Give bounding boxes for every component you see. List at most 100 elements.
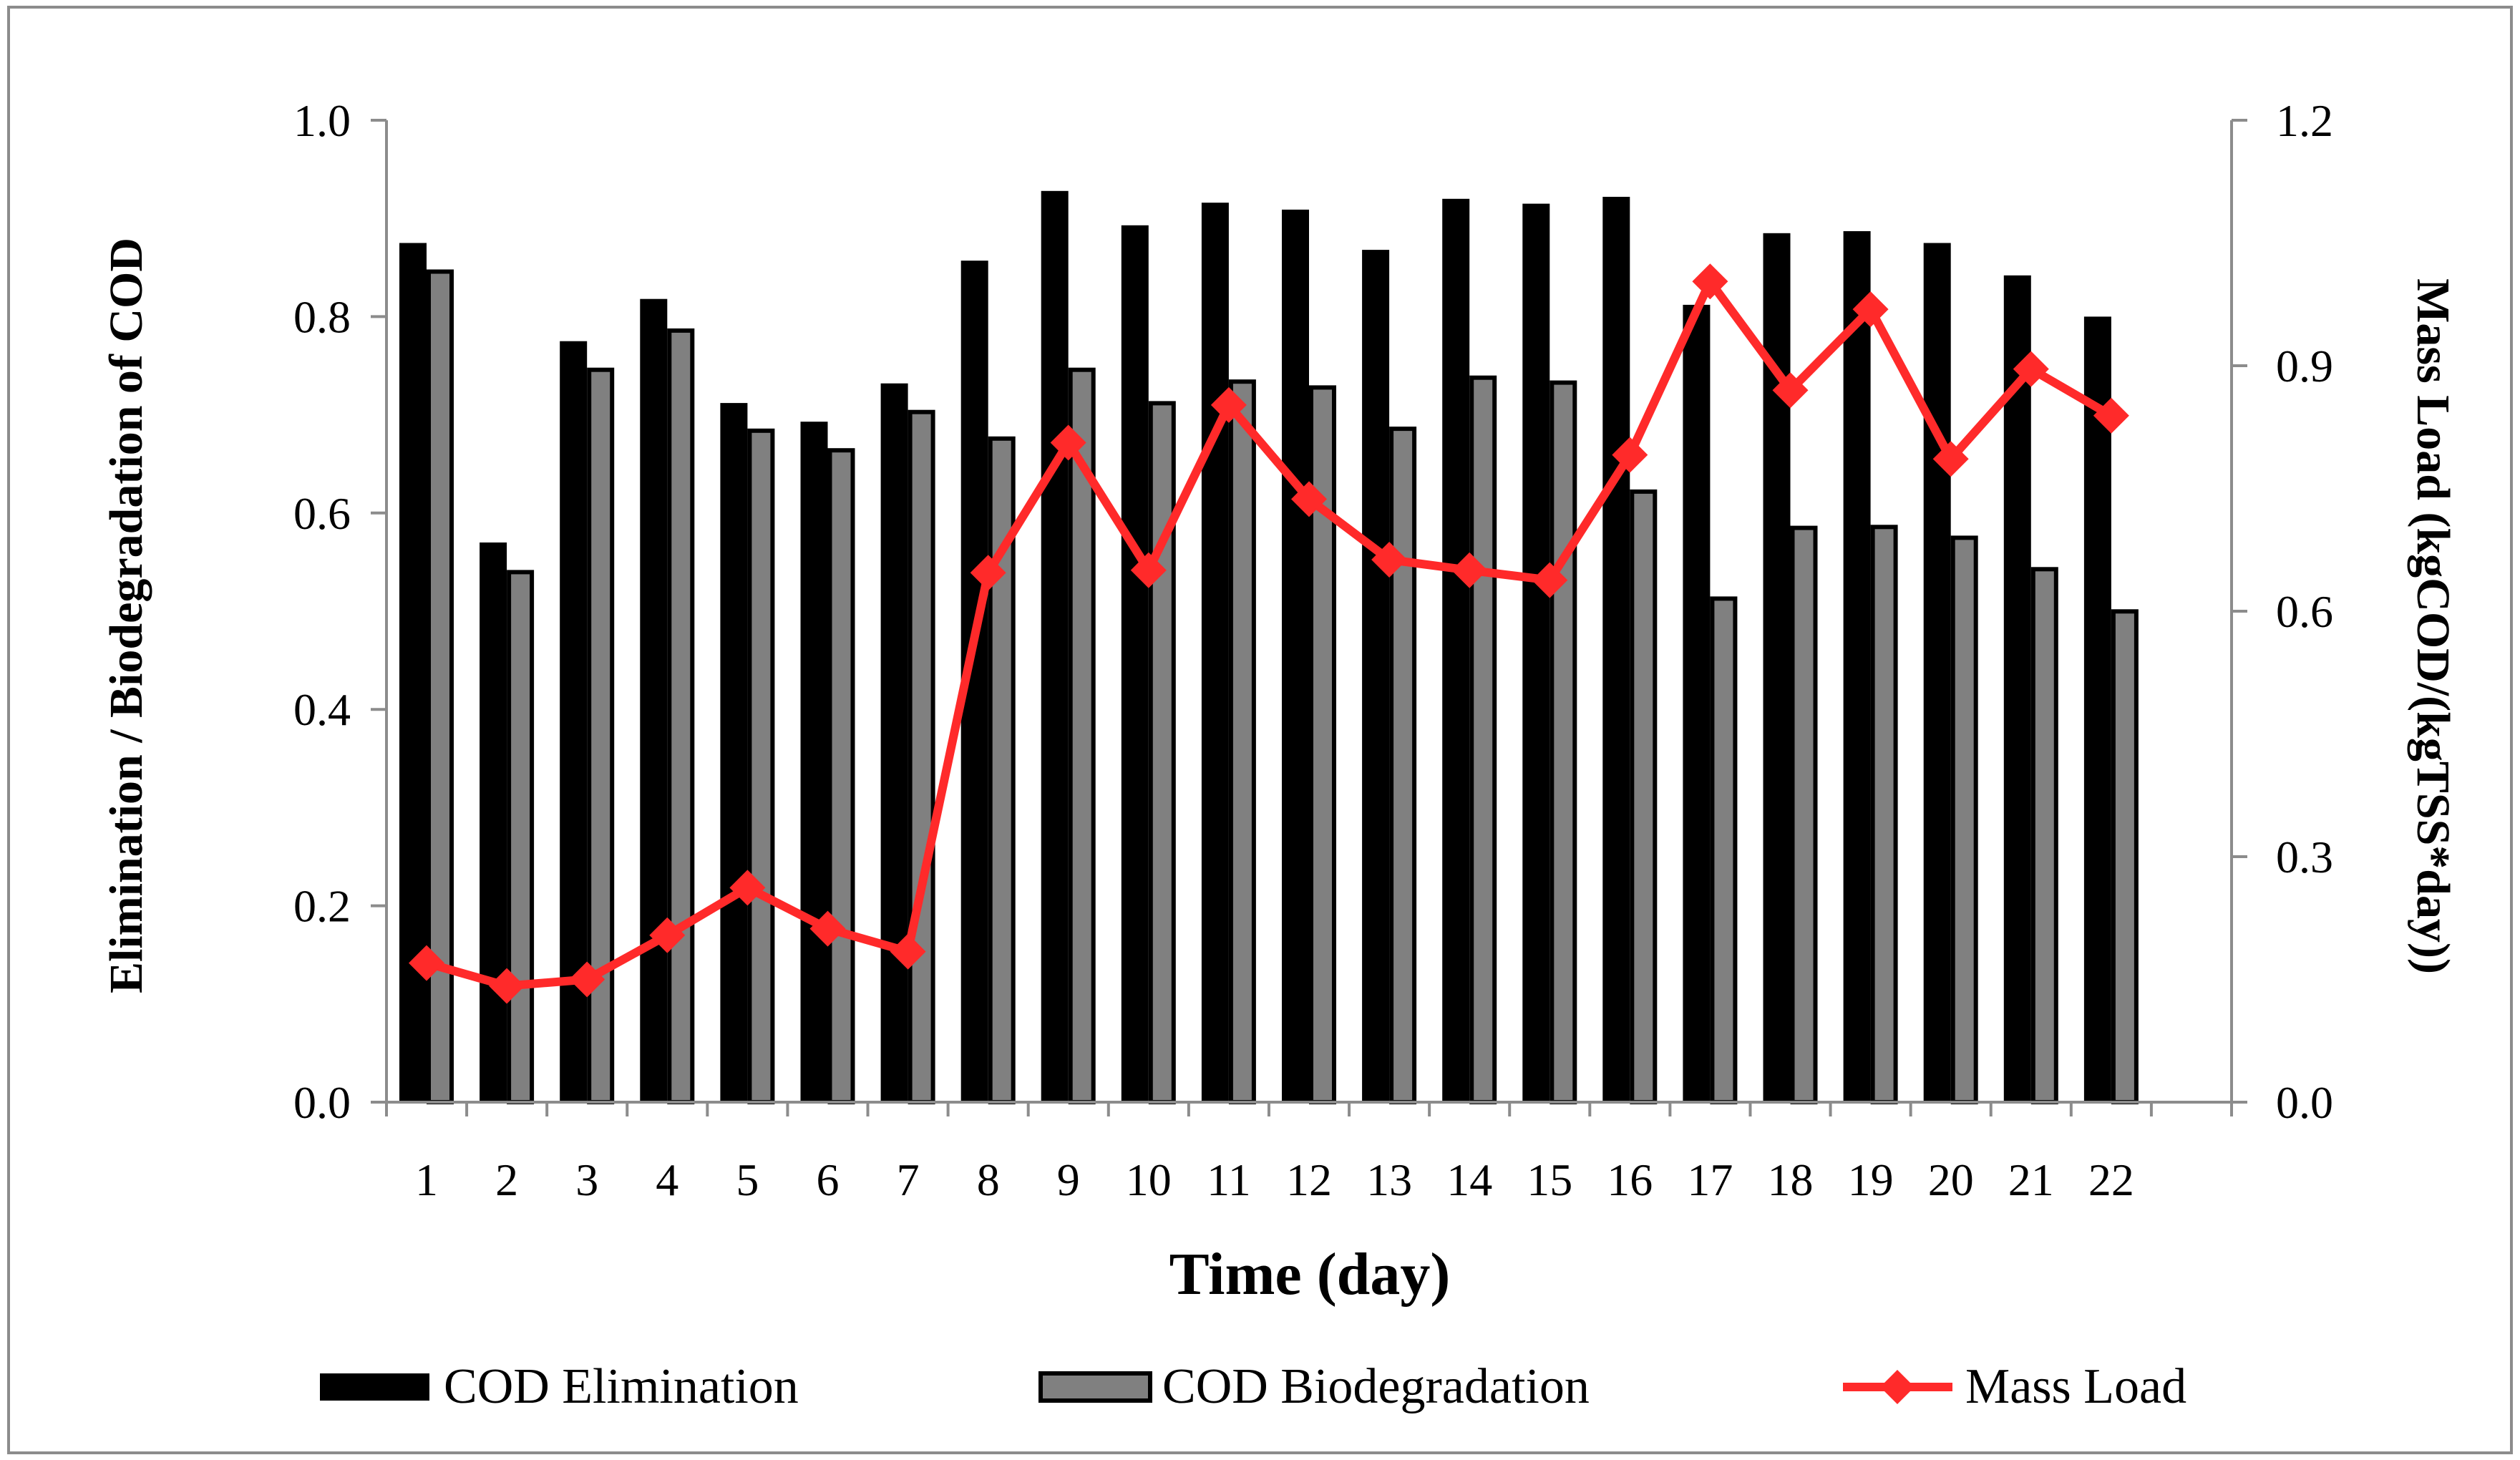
bar-cod-elimination-day-4	[640, 298, 668, 1103]
bar-cod-biodegradation-day-16	[1630, 489, 1658, 1104]
line-layer	[409, 263, 2129, 1004]
x-tick-label-day-11: 11	[1207, 1154, 1251, 1205]
y-tick-label: 0.8	[293, 291, 351, 342]
x-tick-label-day-20: 20	[1928, 1154, 1974, 1205]
x-tick-label-day-9: 9	[1057, 1154, 1080, 1205]
legend-swatch-cod-elimination	[320, 1373, 429, 1401]
y2-tick-label: 0.6	[2276, 586, 2333, 637]
marker-mass-load-day-11	[1210, 386, 1247, 423]
marker-mass-load-day-12	[1291, 481, 1327, 517]
legend: COD Elimination COD Biodegradation Mass …	[320, 1359, 2186, 1414]
bar-cod-elimination-day-22	[2083, 316, 2111, 1102]
y-tick-label: 1.0	[293, 95, 351, 146]
bar-cod-biodegradation-day-13	[1389, 427, 1417, 1104]
marker-mass-load-day-4	[649, 917, 686, 953]
legend-label-cod-elimination: COD Elimination	[444, 1359, 799, 1414]
bar-cod-elimination-day-5	[720, 403, 748, 1102]
bar-cod-elimination-day-17	[1683, 304, 1711, 1102]
x-tick-label-day-22: 22	[2088, 1154, 2134, 1205]
legend-marker-mass-load	[1880, 1370, 1915, 1404]
marker-mass-load-day-3	[569, 961, 605, 998]
marker-mass-load-day-21	[2013, 351, 2049, 387]
marker-mass-load-day-5	[729, 870, 766, 906]
y-tick-label: 0.2	[293, 881, 351, 932]
bar-cod-elimination-day-16	[1602, 197, 1630, 1102]
y2-tick-label: 1.2	[2276, 95, 2333, 146]
bar-cod-biodegradation-day-17	[1710, 596, 1738, 1104]
bar-cod-biodegradation-day-11	[1228, 379, 1256, 1104]
marker-mass-load-day-14	[1451, 552, 1488, 588]
bar-cod-elimination-day-2	[480, 542, 507, 1102]
bar-cod-elimination-day-15	[1522, 203, 1550, 1103]
x-tick-label-day-17: 17	[1687, 1154, 1733, 1205]
bar-cod-elimination-day-9	[1041, 190, 1069, 1102]
marker-mass-load-day-2	[489, 968, 525, 1004]
bar-cod-biodegradation-day-1	[427, 269, 454, 1104]
bar-cod-biodegradation-day-14	[1469, 375, 1497, 1104]
bar-cod-elimination-day-12	[1282, 209, 1309, 1102]
bar-cod-biodegradation-day-20	[1950, 535, 1978, 1104]
bar-cod-elimination-day-14	[1442, 198, 1470, 1102]
bar-cod-elimination-day-11	[1201, 203, 1229, 1103]
x-tick-label-day-21: 21	[2008, 1154, 2054, 1205]
bar-cod-elimination-day-19	[1843, 231, 1871, 1102]
y-tick-label: 0.4	[293, 684, 351, 735]
bar-cod-biodegradation-day-21	[2030, 567, 2058, 1104]
bar-cod-biodegradation-day-18	[1790, 525, 1818, 1104]
x-tick-label-day-13: 13	[1366, 1154, 1412, 1205]
marker-mass-load-day-20	[1932, 441, 1969, 477]
x-tick-label-day-1: 1	[415, 1154, 438, 1205]
bar-cod-biodegradation-day-22	[2111, 609, 2139, 1104]
marker-mass-load-day-22	[2093, 397, 2129, 434]
legend-label-mass-load: Mass Load	[1965, 1359, 2186, 1414]
x-tick-label-day-16: 16	[1607, 1154, 1653, 1205]
bar-cod-elimination-day-7	[880, 383, 908, 1102]
y2-axis-title: Mass Load (kgCOD/(kgTSS*day))	[2407, 278, 2459, 974]
x-tick-label-day-3: 3	[575, 1154, 598, 1205]
x-tick-label-day-7: 7	[897, 1154, 920, 1205]
bar-cod-biodegradation-day-2	[507, 570, 535, 1104]
y-tick-label: 0.6	[293, 488, 351, 539]
y2-tick-label: 0.9	[2276, 341, 2333, 391]
bar-cod-biodegradation-day-3	[587, 367, 615, 1104]
bar-cod-elimination-day-13	[1362, 250, 1390, 1103]
x-tick-label-day-2: 2	[495, 1154, 518, 1205]
y-tick-label: 0.0	[293, 1077, 351, 1128]
x-tick-label-day-4: 4	[656, 1154, 678, 1205]
legend-label-cod-biodegradation: COD Biodegradation	[1162, 1359, 1590, 1414]
marker-mass-load-day-18	[1772, 372, 1809, 409]
bar-cod-biodegradation-day-19	[1870, 525, 1898, 1104]
y2-tick-label: 0.3	[2276, 832, 2333, 882]
x-tick-label-day-12: 12	[1286, 1154, 1332, 1205]
bar-cod-biodegradation-day-4	[667, 328, 695, 1104]
marker-mass-load-day-7	[890, 933, 926, 970]
x-tick-label-day-8: 8	[977, 1154, 1000, 1205]
marker-mass-load-day-15	[1532, 562, 1568, 598]
bar-cod-biodegradation-day-10	[1148, 401, 1176, 1104]
marker-mass-load-day-9	[1050, 424, 1086, 461]
x-tick-label-day-19: 19	[1848, 1154, 1894, 1205]
marker-mass-load-day-6	[809, 910, 846, 947]
tick-labels: 0.00.20.40.60.81.00.00.30.60.91.21 2 3 4 5 6 7…	[293, 95, 2333, 1205]
x-tick-label-day-15: 15	[1527, 1154, 1572, 1205]
bar-cod-biodegradation-day-15	[1550, 380, 1577, 1104]
x-tick-label-day-5: 5	[736, 1154, 759, 1205]
bar-cod-elimination-day-6	[800, 422, 828, 1102]
bar-cod-biodegradation-day-6	[827, 448, 855, 1104]
x-tick-label-day-6: 6	[817, 1154, 840, 1205]
line-mass-load	[425, 277, 2113, 991]
marker-mass-load-day-13	[1371, 542, 1408, 578]
bar-cod-elimination-day-21	[2003, 275, 2031, 1102]
bar-cod-elimination-day-10	[1121, 225, 1149, 1102]
bar-cod-elimination-day-20	[1923, 243, 1951, 1102]
legend-swatch-cod-biodegradation	[1038, 1371, 1152, 1403]
marker-mass-load-day-17	[1692, 263, 1728, 300]
x-axis-title: Time (day)	[1169, 1241, 1451, 1308]
marker-mass-load-day-1	[409, 945, 444, 981]
bar-cod-biodegradation-day-7	[908, 409, 935, 1104]
marker-mass-load-day-16	[1612, 437, 1648, 473]
marker-mass-load-day-8	[970, 555, 1006, 591]
marker-mass-load-day-19	[1852, 291, 1889, 328]
